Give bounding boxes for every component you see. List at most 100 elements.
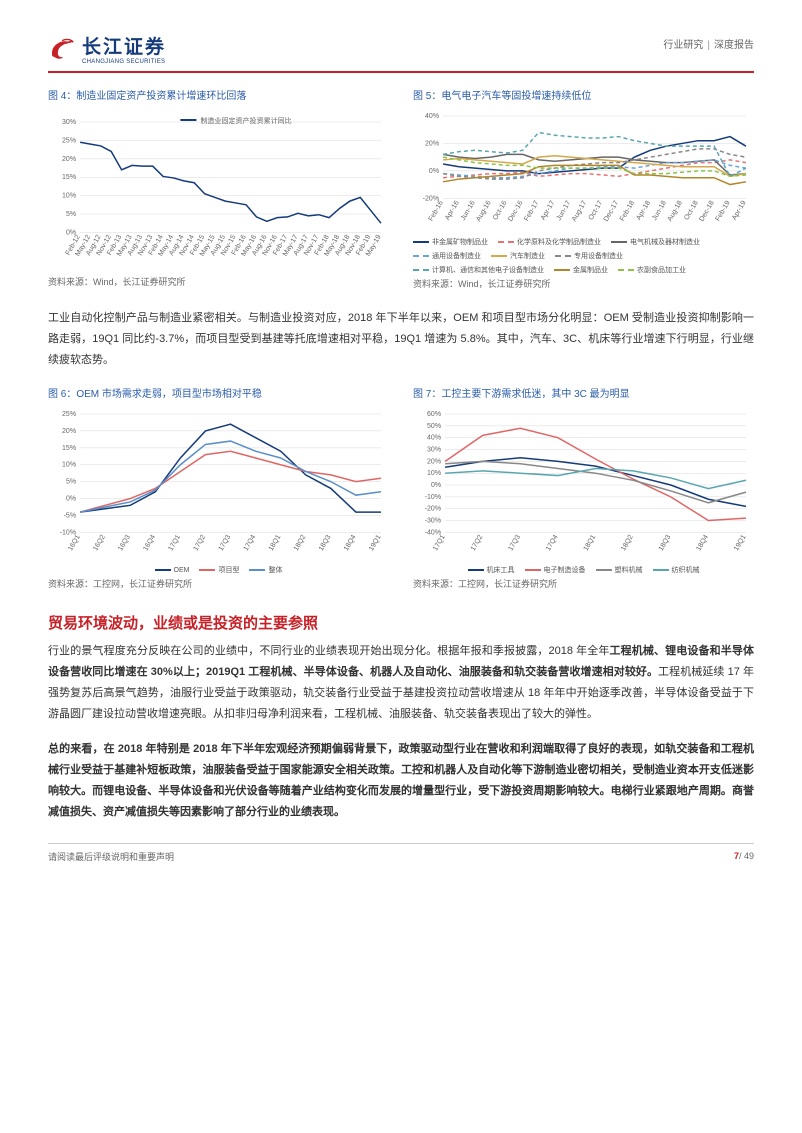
figure-6-title: 图 6：OEM 市场需求走弱，项目型市场相对平稳 xyxy=(48,385,389,400)
svg-text:18Q4: 18Q4 xyxy=(695,534,710,552)
svg-text:Jun-17: Jun-17 xyxy=(556,200,573,222)
svg-text:15%: 15% xyxy=(62,445,76,452)
legend-item: 计算机、通信和其他电子设备制造业 xyxy=(413,265,544,275)
svg-text:Oct-17: Oct-17 xyxy=(588,200,605,222)
figure-6: 图 6：OEM 市场需求走弱，项目型市场相对平稳 -10% -5% 0% 5% 10% 1… xyxy=(48,385,389,600)
legend-item: 整体 xyxy=(249,565,282,575)
svg-text:18Q3: 18Q3 xyxy=(658,534,673,552)
svg-text:17Q4: 17Q4 xyxy=(545,534,560,552)
svg-text:Oct-16: Oct-16 xyxy=(492,200,509,222)
svg-text:19Q1: 19Q1 xyxy=(733,534,748,552)
figure-6-source: 资料来源：工控网，长江证券研究所 xyxy=(48,577,389,590)
svg-text:-30%: -30% xyxy=(425,518,441,525)
legend-item: 电子制造设备 xyxy=(525,565,586,575)
svg-text:18Q4: 18Q4 xyxy=(343,534,358,552)
logo-en: CHANGJIANG SECURITIES xyxy=(82,59,166,65)
doc-type-b: 深度报告 xyxy=(714,40,754,51)
svg-text:16Q2: 16Q2 xyxy=(92,534,107,552)
svg-text:-40%: -40% xyxy=(425,529,441,536)
paragraph-3: 总的来看，在 2018 年特别是 2018 年下半年宏观经济预期偏弱背景下，政策… xyxy=(48,739,754,823)
legend-item: 机床工具 xyxy=(468,565,515,575)
page: 长江证券 CHANGJIANG SECURITIES 行业研究|深度报告 图 4… xyxy=(0,0,802,887)
legend-item: 塑料机械 xyxy=(596,565,643,575)
svg-text:Feb-17: Feb-17 xyxy=(523,200,540,223)
figure-5-title: 图 5：电气电子汽车等固投增速持续低位 xyxy=(413,87,754,102)
svg-text:17Q3: 17Q3 xyxy=(218,534,233,552)
figure-7-legend: 机床工具电子制造设备塑料机械纺织机械 xyxy=(413,565,754,575)
legend-item: 纺织机械 xyxy=(653,565,700,575)
svg-text:Feb-16: Feb-16 xyxy=(428,200,445,223)
legend-item: 专用设备制造业 xyxy=(555,251,623,261)
svg-text:10%: 10% xyxy=(62,193,76,200)
figure-4-title: 图 4：制造业固定资产投资累计增速环比回落 xyxy=(48,87,389,102)
svg-text:60%: 60% xyxy=(427,411,441,418)
section-heading: 贸易环境波动，业绩或是投资的主要参照 xyxy=(48,612,754,633)
svg-text:40%: 40% xyxy=(425,113,439,120)
svg-text:30%: 30% xyxy=(62,119,76,126)
svg-text:-5%: -5% xyxy=(64,512,76,519)
chart-row-2: 图 6：OEM 市场需求走弱，项目型市场相对平稳 -10% -5% 0% 5% 10% 1… xyxy=(48,385,754,600)
legend-item: 化学原料及化学制品制造业 xyxy=(498,237,601,247)
svg-text:15%: 15% xyxy=(62,174,76,181)
logo-block: 长江证券 CHANGJIANG SECURITIES xyxy=(48,32,166,65)
legend-item: 通用设备制造业 xyxy=(413,251,481,261)
svg-text:Jun-16: Jun-16 xyxy=(460,200,477,222)
figure-5: 图 5：电气电子汽车等固投增速持续低位 -20%0%20%40%Feb-16Ap… xyxy=(413,87,754,300)
footer-note: 请阅读最后评级说明和重要声明 xyxy=(48,850,174,863)
svg-text:5%: 5% xyxy=(66,479,76,486)
logo-cn: 长江证券 xyxy=(82,32,166,59)
legend-item: 金属制品业 xyxy=(554,265,608,275)
svg-text:Apr-17: Apr-17 xyxy=(540,200,557,222)
svg-text:Jun-18: Jun-18 xyxy=(651,200,668,222)
svg-text:16Q1: 16Q1 xyxy=(67,534,82,552)
paragraph-1: 工业自动化控制产品与制造业紧密相关。与制造业投资对应，2018 年下半年以来，O… xyxy=(48,308,754,371)
svg-text:Aug-16: Aug-16 xyxy=(475,200,492,223)
svg-text:17Q3: 17Q3 xyxy=(507,534,522,552)
svg-text:20%: 20% xyxy=(62,428,76,435)
svg-text:16Q3: 16Q3 xyxy=(117,534,132,552)
svg-text:25%: 25% xyxy=(62,411,76,418)
legend-item: 非金属矿物制品业 xyxy=(413,237,488,247)
svg-text:Apr-16: Apr-16 xyxy=(444,200,461,222)
svg-text:17Q1: 17Q1 xyxy=(167,534,182,552)
svg-text:Aug-17: Aug-17 xyxy=(571,200,588,223)
svg-text:18Q3: 18Q3 xyxy=(318,534,333,552)
paragraph-2: 行业的景气程度充分反映在公司的业绩中，不同行业的业绩表现开始出现分化。根据年报和… xyxy=(48,641,754,725)
doc-type-a: 行业研究 xyxy=(663,40,703,51)
svg-text:Feb-18: Feb-18 xyxy=(619,200,636,223)
svg-text:30%: 30% xyxy=(427,447,441,454)
svg-text:18Q1: 18Q1 xyxy=(583,534,598,552)
figure-7: 图 7：工控主要下游需求低迷，其中 3C 最为明显 -40%-30%-20%-1… xyxy=(413,385,754,600)
page-total: / 49 xyxy=(739,851,754,861)
svg-text:17Q2: 17Q2 xyxy=(470,534,485,552)
svg-text:Feb-19: Feb-19 xyxy=(715,200,732,223)
svg-text:0%: 0% xyxy=(66,496,76,503)
svg-text:制造业固定资产投资累计同比: 制造业固定资产投资累计同比 xyxy=(200,116,291,125)
legend-item: 农副食品加工业 xyxy=(618,265,686,275)
svg-text:-10%: -10% xyxy=(60,529,76,536)
svg-text:10%: 10% xyxy=(427,470,441,477)
legend-item: 电气机械及器材制造业 xyxy=(611,237,700,247)
figure-4-source: 资料来源：Wind，长江证券研究所 xyxy=(48,275,389,288)
svg-text:17Q1: 17Q1 xyxy=(432,534,447,552)
svg-text:16Q4: 16Q4 xyxy=(142,534,157,552)
svg-text:-10%: -10% xyxy=(425,494,441,501)
logo-icon xyxy=(48,35,76,63)
figure-4-chart: 0%5%10%15%20%25%30%Feb-12May-12Aug-12Nov… xyxy=(48,108,389,268)
svg-text:20%: 20% xyxy=(62,156,76,163)
figure-6-chart: -10% -5% 0% 5% 10% 15% 20% 25% 16Q1 16Q2 16Q3 16Q4 1… xyxy=(48,406,389,556)
page-number: 7/ 49 xyxy=(734,851,754,861)
p3-bold: 在 2018 年特别是 2018 年下半年宏观经济预期偏弱背景下，政策驱动型行业… xyxy=(48,743,754,818)
svg-text:0%: 0% xyxy=(429,168,439,175)
figure-7-title: 图 7：工控主要下游需求低迷，其中 3C 最为明显 xyxy=(413,385,754,400)
svg-text:Apr-18: Apr-18 xyxy=(635,200,652,222)
svg-text:Oct-18: Oct-18 xyxy=(683,200,700,222)
svg-text:20%: 20% xyxy=(425,140,439,147)
legend-item: 汽车制造业 xyxy=(491,251,545,261)
svg-text:19Q1: 19Q1 xyxy=(368,534,383,552)
svg-text:0%: 0% xyxy=(431,482,441,489)
figure-7-chart: -40%-30%-20%-10%0%10%20%30%40%50%60%17Q1… xyxy=(413,406,754,556)
chart-row-1: 图 4：制造业固定资产投资累计增速环比回落 0%5%10%15%20%25%30… xyxy=(48,87,754,300)
svg-text:10%: 10% xyxy=(62,462,76,469)
page-header: 长江证券 CHANGJIANG SECURITIES 行业研究|深度报告 xyxy=(48,32,754,73)
